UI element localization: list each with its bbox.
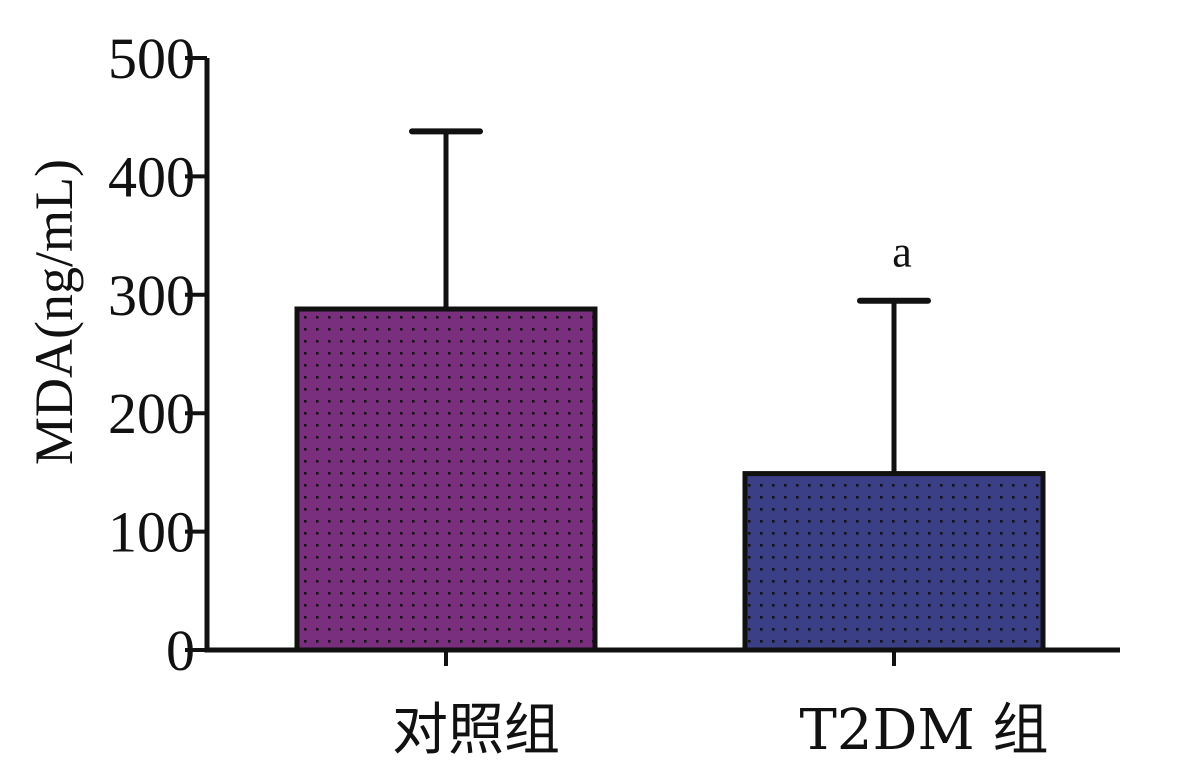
bar-1-pattern (297, 309, 595, 650)
y-tick-label-300: 300 (108, 263, 195, 328)
y-axis-title: MDA(ng/mL) (24, 159, 84, 465)
y-tick-label-500: 500 (108, 26, 195, 91)
x-tick-label-1: 对照组 (392, 698, 560, 763)
y-tick-label-0: 0 (166, 618, 195, 683)
y-tick-label-200: 200 (108, 381, 195, 446)
bar-2-pattern (745, 473, 1043, 650)
y-tick-label-400: 400 (108, 144, 195, 209)
x-tick-label-2: T2DM 组 (799, 698, 1048, 763)
bar-2-annotation: a (892, 228, 912, 277)
y-tick-label-100: 100 (108, 500, 195, 565)
